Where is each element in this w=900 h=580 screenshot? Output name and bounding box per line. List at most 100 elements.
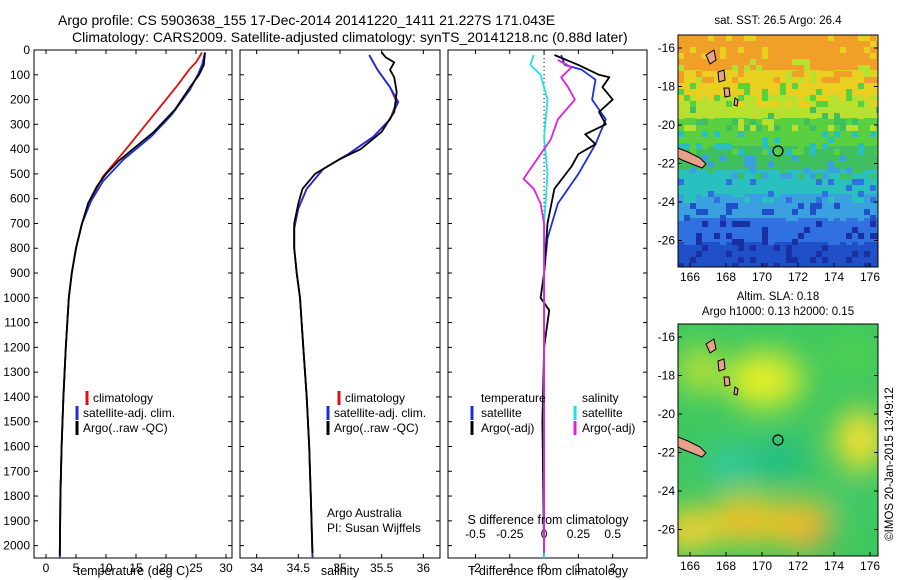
- sst-pixel: [876, 101, 878, 107]
- legend-label-s-argo: Argo(-adj): [582, 421, 635, 435]
- x-tick-label: 30: [219, 561, 233, 575]
- sst-pixel: [846, 89, 852, 95]
- sst-pixel: [834, 167, 840, 173]
- sst-pixel: [696, 137, 702, 143]
- sst-pixel: [768, 257, 774, 263]
- sst-pixel: [756, 173, 762, 179]
- sst-pixel: [762, 47, 768, 53]
- sst-pixel: [768, 113, 774, 119]
- sst-pixel: [732, 179, 738, 185]
- sst-pixel: [684, 161, 690, 167]
- legend-label-t-argo: Argo(-adj): [481, 421, 534, 435]
- sst-pixel: [864, 71, 870, 77]
- sst-pixel: [762, 143, 768, 149]
- y-tick-label: 700: [10, 216, 30, 230]
- sst-pixel: [696, 41, 702, 47]
- sst-pixel: [840, 119, 846, 125]
- sst-pixel: [840, 71, 846, 77]
- sst-pixel: [774, 191, 780, 197]
- sst-pixel: [732, 47, 738, 53]
- sst-pixel: [774, 107, 780, 113]
- sst-pixel: [822, 257, 828, 263]
- sst-pixel: [714, 95, 720, 101]
- sst-pixel: [828, 125, 834, 131]
- sst-pixel: [678, 65, 684, 71]
- sst-pixel: [780, 167, 786, 173]
- sst-pixel: [840, 233, 846, 239]
- sst-pixel: [846, 71, 852, 77]
- x-tick-label-top: 0.5: [604, 527, 621, 541]
- sst-pixel: [756, 101, 762, 107]
- sst-pixel: [696, 95, 702, 101]
- sst-pixel: [858, 179, 864, 185]
- sst-pixel: [870, 197, 876, 203]
- sst-pixel: [798, 143, 804, 149]
- sst-pixel: [702, 209, 708, 215]
- sst-pixel: [822, 173, 828, 179]
- sst-pixel: [738, 119, 744, 125]
- sst-pixel: [786, 131, 792, 137]
- sst-pixel: [714, 197, 720, 203]
- sst-pixel: [678, 263, 684, 267]
- sst-pixel: [684, 125, 690, 131]
- map-x-tick-label: 166: [680, 270, 700, 284]
- sst-pixel: [834, 47, 840, 53]
- sst-pixel: [786, 173, 792, 179]
- sst-pixel: [708, 203, 714, 209]
- sst-pixel: [792, 209, 798, 215]
- sst-pixel: [810, 245, 816, 251]
- sst-pixel: [702, 53, 708, 59]
- y-tick-label: 600: [10, 192, 30, 206]
- sst-pixel: [816, 143, 822, 149]
- sst-pixel: [876, 227, 878, 233]
- sst-pixel: [702, 155, 708, 161]
- sst-pixel: [804, 155, 810, 161]
- figure-title-line2: Climatology: CARS2009. Satellite-adjuste…: [72, 29, 628, 45]
- map-y-tick-label: -20: [658, 118, 676, 132]
- sst-pixel: [786, 215, 792, 221]
- y-tick-label: 1000: [3, 291, 30, 305]
- map-x-tick-label: 176: [860, 270, 880, 284]
- sst-pixel: [690, 233, 696, 239]
- sst-pixel: [738, 149, 744, 155]
- sst-pixel: [720, 47, 726, 53]
- sst-pixel: [684, 215, 690, 221]
- sst-pixel: [756, 125, 762, 131]
- sst-pixel: [768, 47, 774, 53]
- sst-pixel: [804, 185, 810, 191]
- credit-line2: PI: Susan Wijffels: [327, 521, 421, 535]
- sst-pixel: [708, 65, 714, 71]
- sst-pixel: [678, 215, 684, 221]
- map-y-tick-label: -18: [658, 80, 676, 94]
- sst-pixel: [870, 131, 876, 137]
- map-x-tick-label: 174: [824, 270, 844, 284]
- sst-pixel: [804, 47, 810, 53]
- sst-pixel: [846, 185, 852, 191]
- sst-pixel: [762, 263, 768, 267]
- sst-pixel: [678, 245, 684, 251]
- sst-pixel: [708, 41, 714, 47]
- sst-pixel: [810, 71, 816, 77]
- sst-pixel: [834, 239, 840, 245]
- map-y-tick-label: -24: [658, 195, 676, 209]
- sst-pixel: [696, 77, 702, 83]
- sst-pixel: [804, 65, 810, 71]
- sst-pixel: [786, 209, 792, 215]
- sst-pixel: [828, 137, 834, 143]
- sst-pixel: [816, 83, 822, 89]
- legend-label-satellite: satellite-adj. clim.: [334, 406, 426, 420]
- sst-pixel: [822, 107, 828, 113]
- sst-pixel: [876, 245, 878, 251]
- sst-pixel: [864, 185, 870, 191]
- x-tick-label: 0: [541, 561, 548, 575]
- sst-pixel: [744, 161, 750, 167]
- sst-pixel: [690, 239, 696, 245]
- sst-pixel: [768, 137, 774, 143]
- sst-pixel: [684, 263, 690, 267]
- sst-pixel: [780, 233, 786, 239]
- sst-pixel: [690, 251, 696, 257]
- sst-pixel: [696, 233, 702, 239]
- sst-pixel: [816, 197, 822, 203]
- sst-pixel: [678, 179, 684, 185]
- sst-pixel: [732, 65, 738, 71]
